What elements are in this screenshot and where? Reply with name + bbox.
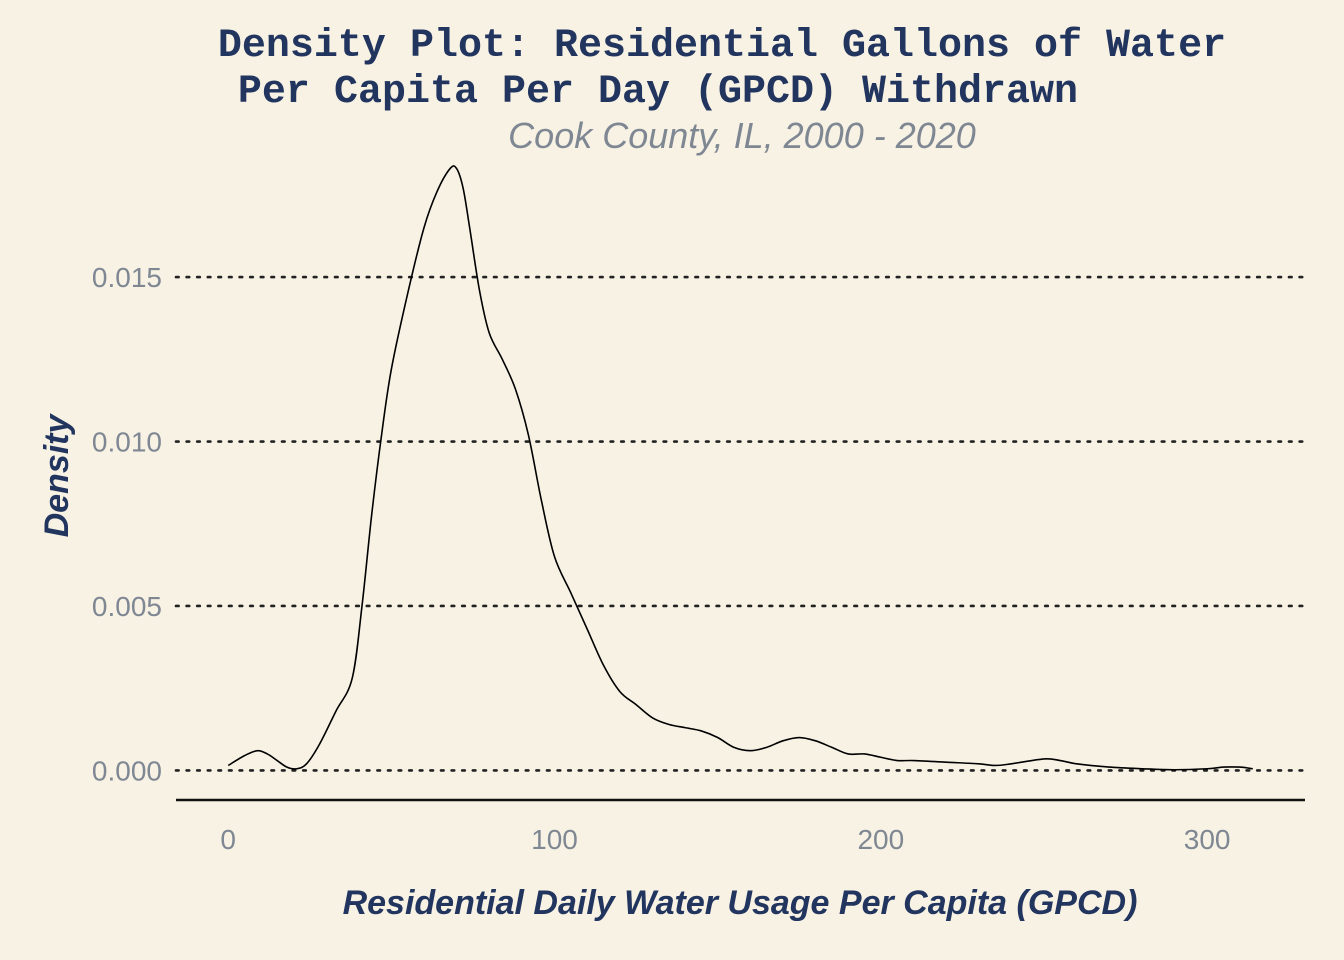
chart-subtitle: Cook County, IL, 2000 - 2020: [508, 115, 976, 156]
y-axis-title: Density: [38, 413, 76, 538]
gridlines: [174, 275, 1307, 772]
y-tick-label-1: 0.005: [92, 591, 162, 622]
x-axis-title: Residential Daily Water Usage Per Capita…: [343, 884, 1138, 922]
x-tick-label-3: 300: [1184, 824, 1231, 855]
x-tick-label-2: 200: [857, 824, 904, 855]
x-tick-labels: 0 100 200 300: [220, 824, 1230, 855]
x-tick-label-0: 0: [220, 824, 236, 855]
x-tick-label-1: 100: [531, 824, 578, 855]
y-tick-label-2: 0.010: [92, 427, 162, 458]
chart-title-line-1: Density Plot: Residential Gallons of Wat…: [218, 24, 1226, 69]
y-tick-label-3: 0.015: [92, 262, 162, 293]
chart-title-line-2: Per Capita Per Day (GPCD) Withdrawn: [238, 70, 1078, 115]
density-curve: [227, 165, 1253, 771]
y-tick-label-0: 0.000: [92, 755, 162, 786]
y-tick-labels: 0.000 0.005 0.010 0.015: [92, 262, 162, 786]
